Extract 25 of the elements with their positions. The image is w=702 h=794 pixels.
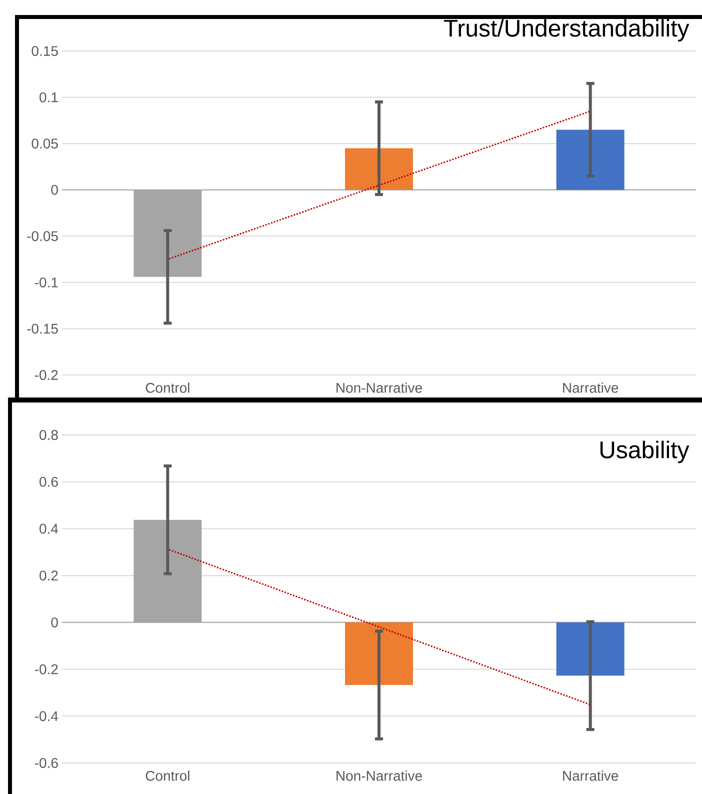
chart-title: Trust/Understandability xyxy=(444,19,690,42)
y-tick-label: -0.6 xyxy=(34,758,58,768)
y-tick-label: -0.2 xyxy=(34,664,58,674)
x-tick-label: Control xyxy=(146,770,190,781)
y-tick-label: -0.2 xyxy=(34,370,58,380)
chart-title: Usability xyxy=(600,440,690,464)
x-tick-label: Narrative xyxy=(563,382,618,393)
y-tick-label: 0 xyxy=(51,617,58,628)
y-tick-label: 0.2 xyxy=(40,570,58,581)
x-tick-label: Narrative xyxy=(563,770,618,781)
y-tick-label: 0 xyxy=(51,184,58,195)
y-tick-label: -0.4 xyxy=(34,711,58,722)
x-tick-label: Non-Narrative xyxy=(336,770,422,781)
y-tick-label: 0.1 xyxy=(40,92,58,102)
y-tick-label: 0.8 xyxy=(40,430,58,440)
y-tick-label: -0.1 xyxy=(34,277,58,288)
x-tick-label: Non-Narrative xyxy=(336,382,422,393)
x-tick-label: Control xyxy=(146,382,190,393)
y-tick-label: 0.4 xyxy=(40,524,58,534)
y-tick-label: -0.15 xyxy=(27,324,58,334)
y-tick-label: -0.05 xyxy=(27,231,58,242)
y-tick-label: 0.6 xyxy=(40,476,58,487)
y-tick-label: 0.05 xyxy=(32,138,58,149)
y-tick-label: 0.15 xyxy=(32,46,58,56)
bar xyxy=(345,148,413,190)
